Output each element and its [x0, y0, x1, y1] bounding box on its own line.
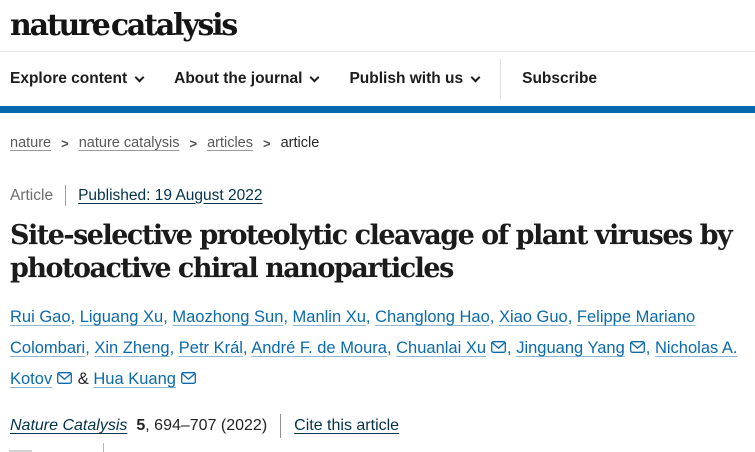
citation-row: Nature Catalysis 5 , 694–707 (2022) Cite…	[10, 414, 755, 438]
breadcrumb-separator-icon: >	[263, 135, 271, 151]
breadcrumb-item-articles[interactable]: articles	[207, 135, 253, 151]
main-nav: Explore content About the journal Publish …	[0, 52, 755, 106]
author-comma-separator: ,	[386, 339, 397, 357]
author-ampersand-separator: &	[73, 370, 94, 388]
email-envelope-icon[interactable]	[491, 333, 506, 364]
author-link-liguang-xu[interactable]: Liguang Xu	[79, 308, 164, 326]
nav-item-label: Publish with us	[349, 70, 464, 87]
email-envelope-icon[interactable]	[629, 333, 645, 364]
cite-this-article-link[interactable]: Cite this article	[294, 417, 400, 434]
author-link-andr-f-de-moura[interactable]: André F. de Moura	[251, 339, 387, 357]
breadcrumb-item-article: article	[280, 135, 320, 151]
author-comma-separator: ,	[645, 339, 655, 357]
article-title-line-2: photoactive chiral nanoparticles	[10, 253, 454, 284]
cutoff-next-section-text	[9, 450, 32, 452]
author-link-hua-kuang[interactable]: Hua Kuang	[93, 370, 176, 388]
article-title-line-1: Site-selective proteolytic cleavage of p…	[10, 220, 733, 251]
author-link-xiao-guo[interactable]: Xiao Guo	[498, 308, 568, 326]
author-link-xin-zheng[interactable]: Xin Zheng	[94, 339, 170, 357]
article-meta-row: Article Published: 19 August 2022	[10, 185, 755, 206]
published-date-link[interactable]: Published: 19 August 2022	[78, 186, 263, 204]
nav-item-publish-with-us[interactable]: Publish with us	[349, 70, 481, 88]
author-comma-separator: ,	[70, 308, 80, 326]
author-comma-separator: ,	[242, 339, 252, 357]
citation-pages: , 694–707 (2022)	[145, 417, 268, 434]
chevron-down-icon	[470, 72, 481, 83]
breadcrumb-separator-icon: >	[61, 135, 69, 151]
email-envelope-icon[interactable]	[57, 364, 73, 395]
nav-item-explore-content[interactable]: Explore content	[10, 70, 145, 88]
nav-item-label: About the journal	[174, 70, 303, 87]
accent-bar	[0, 106, 755, 113]
author-comma-separator: ,	[365, 308, 376, 326]
nav-item-label: Explore content	[10, 70, 128, 87]
author-comma-separator: ,	[507, 339, 517, 357]
article-title: Site-selective proteolytic cleavage of p…	[10, 219, 745, 285]
nav-item-about-the-journal[interactable]: About the journal	[174, 70, 320, 88]
email-envelope-icon[interactable]	[181, 364, 196, 395]
cutoff-next-section-divider	[103, 443, 104, 452]
author-comma-separator: ,	[283, 308, 293, 326]
meta-divider	[65, 185, 67, 206]
author-link-felippe-mariano-colombari[interactable]: Felippe Mariano Colombari	[10, 308, 696, 357]
author-link-nicholas-a-kotov[interactable]: Nicholas A. Kotov	[10, 339, 738, 388]
logo-row: nature catalysis	[0, 0, 755, 52]
breadcrumb-item-nature[interactable]: nature	[10, 135, 52, 151]
author-link-changlong-hao[interactable]: Changlong Hao	[375, 308, 490, 326]
breadcrumb: nature > nature catalysis > articles > article	[10, 135, 755, 151]
author-link-chuanlai-xu[interactable]: Chuanlai Xu	[396, 339, 487, 357]
author-link-rui-gao[interactable]: Rui Gao	[10, 308, 71, 326]
author-comma-separator: ,	[85, 339, 95, 357]
journal-logo[interactable]: nature catalysis	[10, 8, 238, 43]
author-comma-separator: ,	[489, 308, 499, 326]
citation-volume: 5	[136, 417, 146, 434]
author-comma-separator: ,	[163, 308, 173, 326]
author-list: Rui Gao, Liguang Xu, Maozhong Sun, Manli…	[10, 302, 743, 395]
article-header-section: Article Published: 19 August 2022 Site-s…	[0, 185, 755, 438]
breadcrumb-item-nature-catalysis[interactable]: nature catalysis	[78, 135, 180, 151]
citation-divider	[280, 414, 282, 438]
breadcrumb-separator-icon: >	[189, 135, 198, 151]
nav-divider	[500, 59, 502, 99]
site-header: nature catalysis Explore content About th…	[0, 0, 755, 113]
author-comma-separator: ,	[169, 339, 179, 357]
nav-item-subscribe[interactable]: Subscribe	[522, 70, 597, 88]
article-type-label: Article	[10, 186, 54, 204]
author-link-petr-kr-l[interactable]: Petr Král	[178, 339, 243, 357]
author-comma-separator: ,	[567, 308, 577, 326]
chevron-down-icon	[309, 72, 320, 83]
journal-link[interactable]: Nature Catalysis	[10, 417, 128, 434]
author-link-maozhong-sun[interactable]: Maozhong Sun	[172, 308, 284, 326]
nav-item-label: Subscribe	[522, 70, 598, 87]
author-link-jinguang-yang[interactable]: Jinguang Yang	[516, 339, 625, 357]
author-link-manlin-xu[interactable]: Manlin Xu	[292, 308, 366, 326]
chevron-down-icon	[134, 72, 145, 83]
